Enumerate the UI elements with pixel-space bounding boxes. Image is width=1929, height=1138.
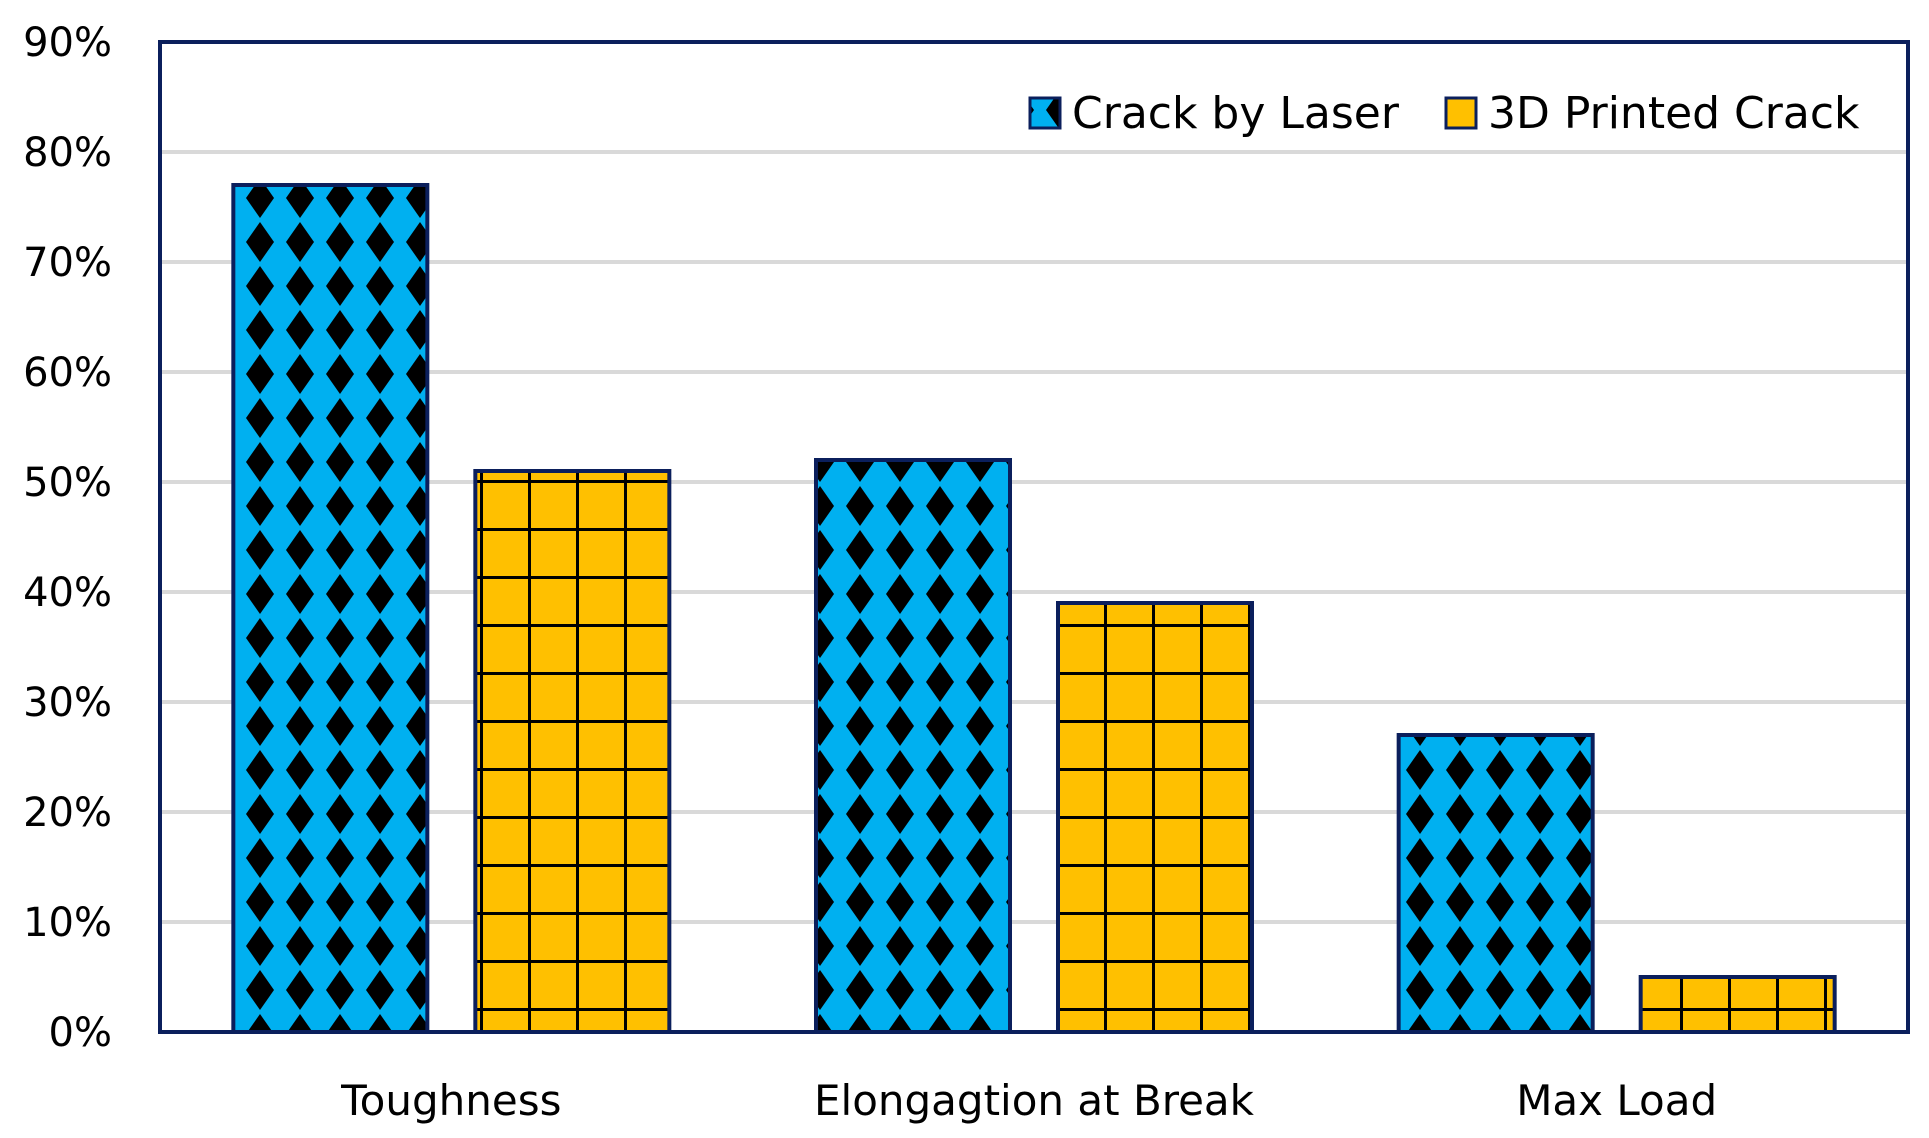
x-axis-categories: Toughness Elongagtion at Break Max Load	[340, 1076, 1717, 1125]
y-tick-label: 90%	[23, 20, 112, 66]
y-axis-ticks: 0% 10% 20% 30% 40% 50% 60% 70% 80% 90%	[23, 20, 112, 1056]
gridlines	[160, 150, 1908, 924]
y-tick-label: 70%	[23, 240, 112, 286]
y-tick-label: 40%	[23, 570, 112, 616]
y-tick-label: 10%	[23, 900, 112, 946]
bars	[231, 183, 1837, 1034]
legend-swatch	[1028, 96, 1062, 130]
bar-3d-printed-crack-0	[473, 469, 672, 1034]
y-tick-label: 30%	[23, 680, 112, 726]
y-tick-label: 0%	[49, 1010, 112, 1056]
x-category-label: Max Load	[1516, 1076, 1717, 1125]
bar-3d-printed-crack-2	[1638, 975, 1837, 1034]
plot-border	[158, 40, 1910, 1034]
legend-label: Crack by Laser	[1072, 88, 1400, 139]
y-tick-label: 60%	[23, 350, 112, 396]
legend: Crack by Laser 3D Printed Crack	[1028, 88, 1860, 139]
bar-crack-by-laser-0	[231, 183, 430, 1034]
bar-crack-by-laser-2	[1396, 733, 1595, 1034]
bar-3d-printed-crack-1	[1056, 601, 1254, 1034]
x-category-label: Toughness	[340, 1076, 561, 1125]
x-category-label: Elongagtion at Break	[814, 1076, 1255, 1125]
y-tick-label: 80%	[23, 130, 112, 176]
legend-swatch	[1444, 96, 1478, 130]
y-tick-label: 50%	[23, 460, 112, 506]
y-tick-label: 20%	[23, 790, 112, 836]
legend-label: 3D Printed Crack	[1488, 88, 1860, 139]
bar-crack-by-laser-1	[814, 458, 1012, 1034]
